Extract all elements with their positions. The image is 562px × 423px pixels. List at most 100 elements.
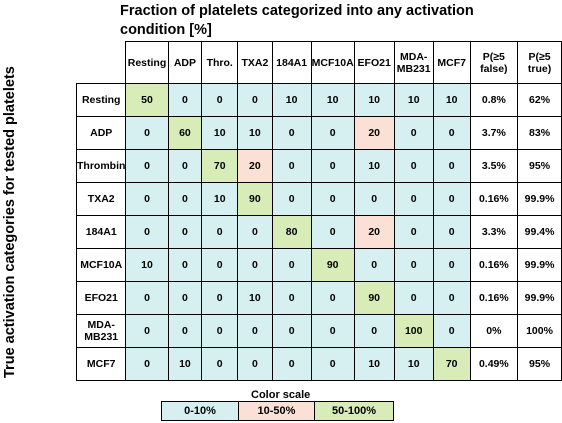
matrix-cell: 0 xyxy=(167,248,203,282)
matrix-cell: 0 xyxy=(432,248,471,282)
matrix-cell: 0 xyxy=(432,215,471,249)
matrix-cell: 0 xyxy=(201,83,239,117)
matrix-cell: 0 xyxy=(201,347,239,381)
matrix-cell: 0 xyxy=(271,314,312,348)
row-header: EFO21 xyxy=(75,281,127,315)
matrix-cell: 0 xyxy=(393,281,434,315)
matrix-cell: 90 xyxy=(237,182,273,216)
matrix-cell: 10 xyxy=(237,281,273,315)
matrix-cell: 0 xyxy=(201,281,239,315)
matrix-cell: 50 xyxy=(125,83,169,117)
matrix-cell: 20 xyxy=(353,116,395,150)
p-true-cell: 100% xyxy=(517,314,562,348)
matrix-row: MCF10A 10 0 0 0 0 90 0 0 0 0.16% 99.9% xyxy=(75,248,562,282)
p-true-cell: 83% xyxy=(517,116,562,150)
matrix-cell: 10 xyxy=(201,182,239,216)
matrix-cell: 90 xyxy=(310,248,355,282)
matrix-cell: 0 xyxy=(310,314,355,348)
color-scale-bin: 10-50% xyxy=(238,401,315,421)
column-header: 184A1 xyxy=(271,41,312,84)
matrix-cell: 0 xyxy=(237,314,273,348)
matrix-cell: 0 xyxy=(393,248,434,282)
matrix-cell: 10 xyxy=(167,347,203,381)
p-false-cell: 0.16% xyxy=(469,248,519,282)
matrix-cell: 0 xyxy=(310,149,355,183)
matrix-row: MDA-MB231 0 0 0 0 0 0 0 100 0 0% 100% xyxy=(75,314,562,348)
row-header: MDA-MB231 xyxy=(75,314,127,348)
matrix-cell: 0 xyxy=(271,116,312,150)
matrix-cell: 60 xyxy=(167,116,203,150)
matrix-cell: 10 xyxy=(393,83,434,117)
matrix-cell: 0 xyxy=(167,314,203,348)
color-scale-title: Color scale xyxy=(251,389,311,401)
matrix-cell: 0 xyxy=(201,215,239,249)
column-header: MDA-MB231 xyxy=(393,41,434,84)
matrix-row: Thrombin 0 0 70 20 0 0 10 0 0 3.5% 95% xyxy=(75,149,562,183)
matrix-cell: 0 xyxy=(237,248,273,282)
matrix-cell: 10 xyxy=(310,83,355,117)
matrix-cell: 100 xyxy=(393,314,434,348)
p-false-cell: 0% xyxy=(469,314,519,348)
p-false-cell: 3.5% xyxy=(469,149,519,183)
row-header: MCF7 xyxy=(75,347,127,381)
matrix-cell: 0 xyxy=(432,182,471,216)
matrix-cell: 0 xyxy=(393,182,434,216)
matrix-cell: 0 xyxy=(393,116,434,150)
row-header: ADP xyxy=(75,116,127,150)
matrix-cell: 0 xyxy=(201,314,239,348)
matrix-cell: 0 xyxy=(125,149,169,183)
matrix-cell: 0 xyxy=(353,314,395,348)
matrix-cell: 70 xyxy=(201,149,239,183)
p-false-cell: 3.3% xyxy=(469,215,519,249)
matrix-cell: 0 xyxy=(393,149,434,183)
column-header: MCF10A xyxy=(310,41,355,84)
matrix-row: ADP 0 60 10 10 0 0 20 0 0 3.7% 83% xyxy=(75,116,562,150)
matrix-cell: 0 xyxy=(353,182,395,216)
matrix-cell: 0 xyxy=(393,215,434,249)
matrix-cell: 0 xyxy=(125,314,169,348)
matrix-cell: 0 xyxy=(432,314,471,348)
p-false-cell: 3.7% xyxy=(469,116,519,150)
chart-title: Fraction of platelets categorized into a… xyxy=(120,3,474,38)
column-header: TXA2 xyxy=(237,41,273,84)
matrix-row: MCF7 0 10 0 0 0 0 10 10 70 0.49% 95% xyxy=(75,347,562,381)
matrix-cell: 10 xyxy=(353,149,395,183)
matrix-cell: 0 xyxy=(310,182,355,216)
confusion-matrix: Resting ADP Thro. TXA2 184A1 MCF10A EFO21 MDA-M… xyxy=(75,41,562,381)
p-true-cell: 99.4% xyxy=(517,215,562,249)
matrix-cell: 70 xyxy=(432,347,471,381)
column-header: EFO21 xyxy=(353,41,395,84)
matrix-cell: 0 xyxy=(201,248,239,282)
matrix-cell: 10 xyxy=(237,116,273,150)
row-header: 184A1 xyxy=(75,215,127,249)
matrix-cell: 0 xyxy=(237,347,273,381)
column-header: MCF7 xyxy=(432,41,471,84)
row-header: Resting xyxy=(75,83,127,117)
matrix-cell: 0 xyxy=(125,215,169,249)
matrix-cell: 0 xyxy=(353,248,395,282)
p-true-cell: 99.9% xyxy=(517,182,562,216)
matrix-row: TXA2 0 0 10 90 0 0 0 0 0 0.16% 99.9% xyxy=(75,182,562,216)
matrix-cell: 0 xyxy=(271,149,312,183)
column-header: ADP xyxy=(167,41,203,84)
matrix-cell: 10 xyxy=(432,83,471,117)
corner-cell xyxy=(77,42,126,84)
matrix-cell: 0 xyxy=(432,116,471,150)
matrix-cell: 0 xyxy=(271,347,312,381)
matrix-cell: 20 xyxy=(353,215,395,249)
color-scale-legend: 0-10% 10-50% 50-100% xyxy=(161,401,394,421)
matrix-cell: 0 xyxy=(125,182,169,216)
matrix-cell: 0 xyxy=(167,83,203,117)
p-false-cell: 0.16% xyxy=(469,281,519,315)
matrix-row: EFO21 0 0 0 10 0 0 90 0 0 0.16% 99.9% xyxy=(75,281,562,315)
matrix-cell: 10 xyxy=(271,83,312,117)
matrix-row: 184A1 0 0 0 0 80 0 20 0 0 3.3% 99.4% xyxy=(75,215,562,249)
matrix-cell: 0 xyxy=(310,281,355,315)
matrix-cell: 0 xyxy=(271,281,312,315)
p-false-cell: 0.8% xyxy=(469,83,519,117)
p-false-cell: 0.16% xyxy=(469,182,519,216)
matrix-cell: 0 xyxy=(271,248,312,282)
matrix-cell: 10 xyxy=(393,347,434,381)
column-header: Resting xyxy=(125,41,169,84)
matrix-cell: 0 xyxy=(310,116,355,150)
